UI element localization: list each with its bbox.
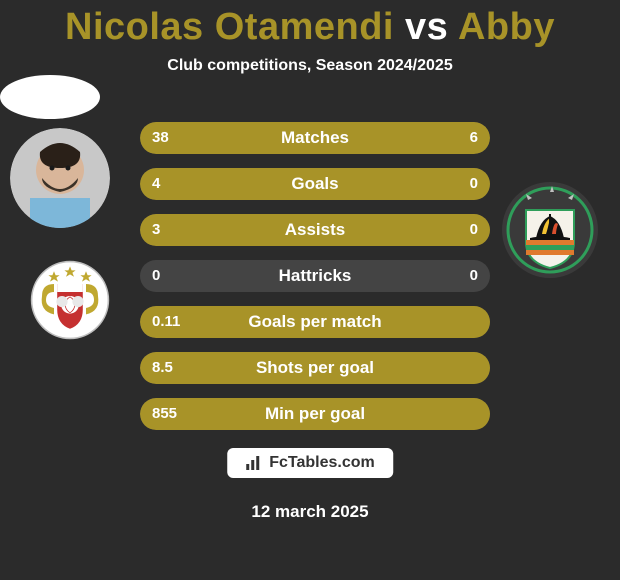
club1-crest [30, 260, 110, 340]
stat-value-right: 6 [470, 122, 478, 154]
subtitle: Club competitions, Season 2024/2025 [0, 57, 620, 75]
stat-value-left: 4 [152, 168, 160, 200]
stat-label: Hattricks [140, 260, 490, 292]
club2-crest-svg [500, 180, 600, 280]
comparison-bars: Matches386Goals40Assists30Hattricks00Goa… [140, 122, 490, 444]
chart-icon [245, 454, 263, 472]
stat-row: Assists3 0 [140, 214, 490, 246]
title-vs: vs [405, 6, 448, 48]
stat-value-left: 0.11 [152, 306, 180, 338]
stat-value-left: 8.5 [152, 352, 173, 384]
player2-avatar [0, 75, 100, 119]
brand-text: FcTables.com [269, 454, 375, 472]
player1-avatar-svg [10, 128, 110, 228]
title-player1: Nicolas Otamendi [65, 6, 394, 48]
stat-label: Min per goal [140, 398, 490, 430]
brand-badge: FcTables.com [227, 448, 393, 478]
title-player2: Abby [458, 6, 555, 48]
stat-row: Shots per goal8.5 [140, 352, 490, 384]
footer-date: 12 march 2025 [0, 502, 620, 522]
stat-value-left: 0 [152, 260, 160, 292]
club1-crest-svg [30, 260, 110, 340]
stat-value-right: 0 [470, 260, 478, 292]
player1-avatar [10, 128, 110, 228]
stat-label: Assists [140, 214, 490, 246]
stat-row: Min per goal855 [140, 398, 490, 430]
stat-row: Goals4 0 [140, 168, 490, 200]
stat-value-right: 0 [470, 214, 478, 246]
club2-crest [500, 180, 600, 280]
stat-label: Shots per goal [140, 352, 490, 384]
page-title: Nicolas Otamendi vs Abby [0, 0, 620, 49]
stat-row: Matches38 6 [140, 122, 490, 154]
stat-value-left: 855 [152, 398, 177, 430]
stat-value-right: 0 [470, 168, 478, 200]
stat-row: Goals per match0.11 [140, 306, 490, 338]
stat-label: Goals per match [140, 306, 490, 338]
stat-label: Goals [140, 168, 490, 200]
stat-row: Hattricks0 0 [140, 260, 490, 292]
stat-label: Matches [140, 122, 490, 154]
stat-value-left: 38 [152, 122, 169, 154]
stat-value-left: 3 [152, 214, 160, 246]
